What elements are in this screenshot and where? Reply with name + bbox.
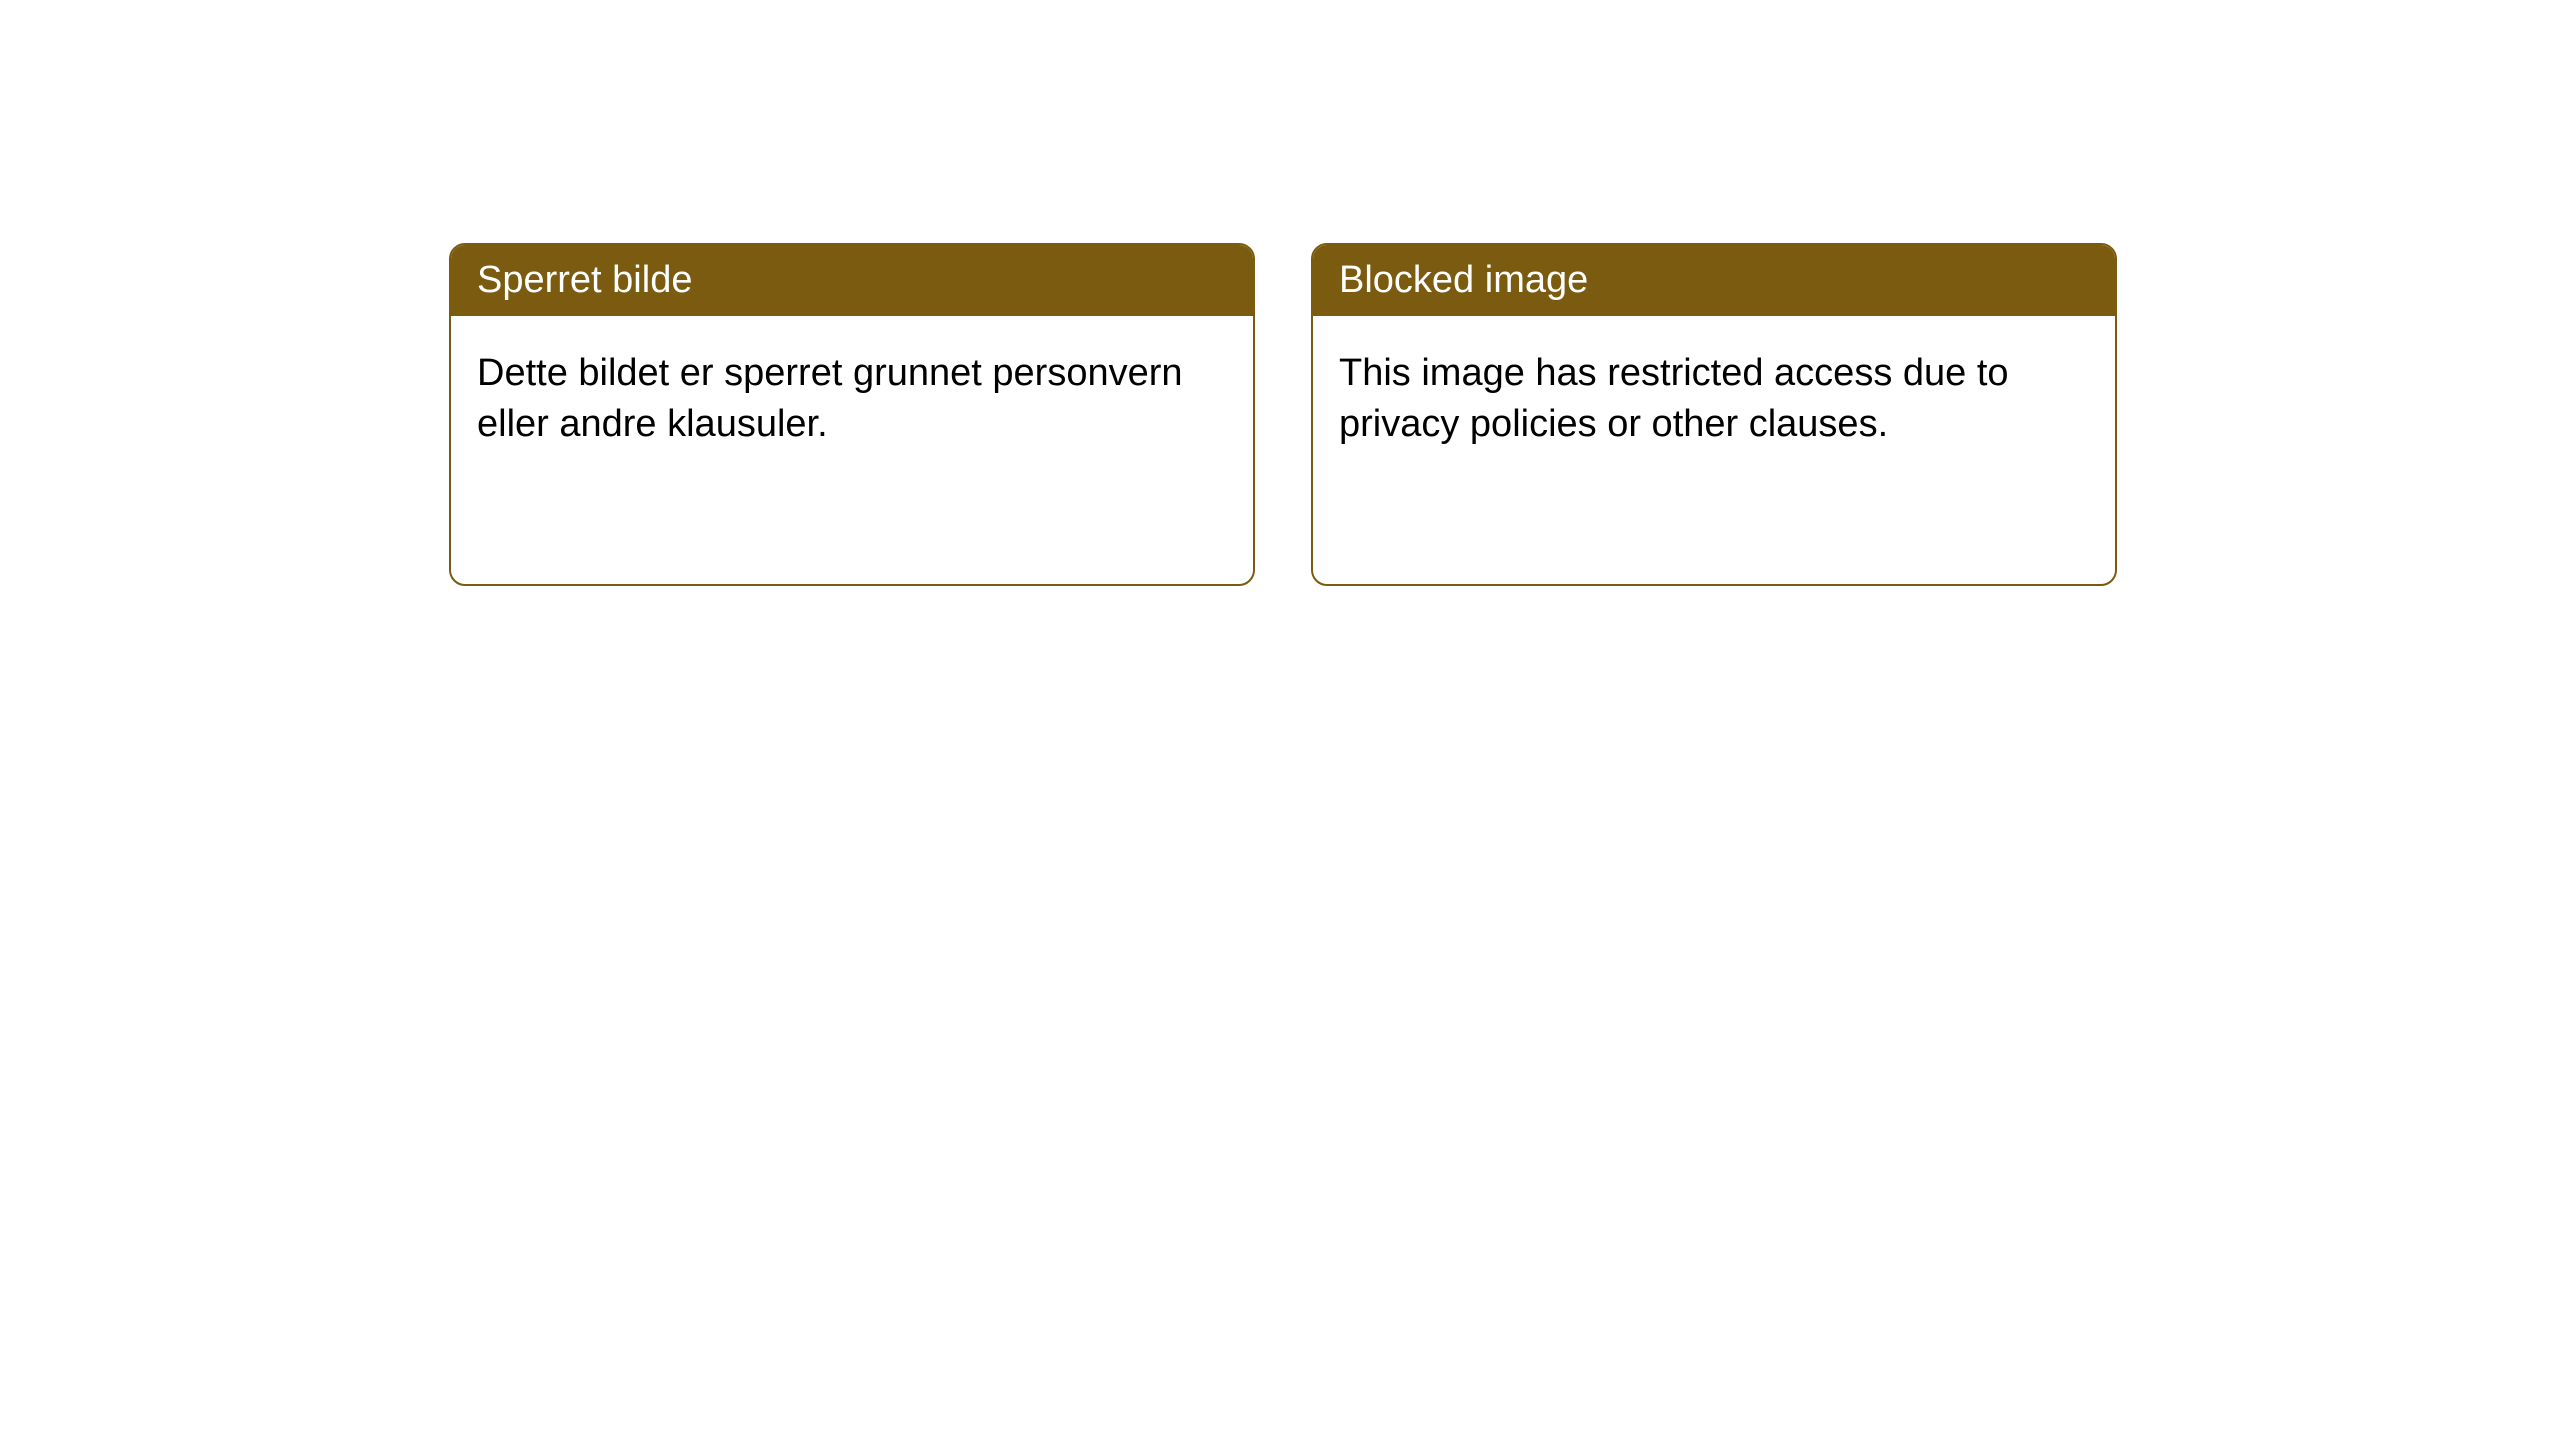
notice-card-english: Blocked image This image has restricted … [1311, 243, 2117, 586]
notice-card-title: Blocked image [1313, 245, 2115, 316]
notice-card-message: This image has restricted access due to … [1313, 316, 2115, 584]
notice-card-title: Sperret bilde [451, 245, 1253, 316]
notice-cards-container: Sperret bilde Dette bildet er sperret gr… [449, 243, 2560, 586]
notice-card-message: Dette bildet er sperret grunnet personve… [451, 316, 1253, 584]
notice-card-norwegian: Sperret bilde Dette bildet er sperret gr… [449, 243, 1255, 586]
